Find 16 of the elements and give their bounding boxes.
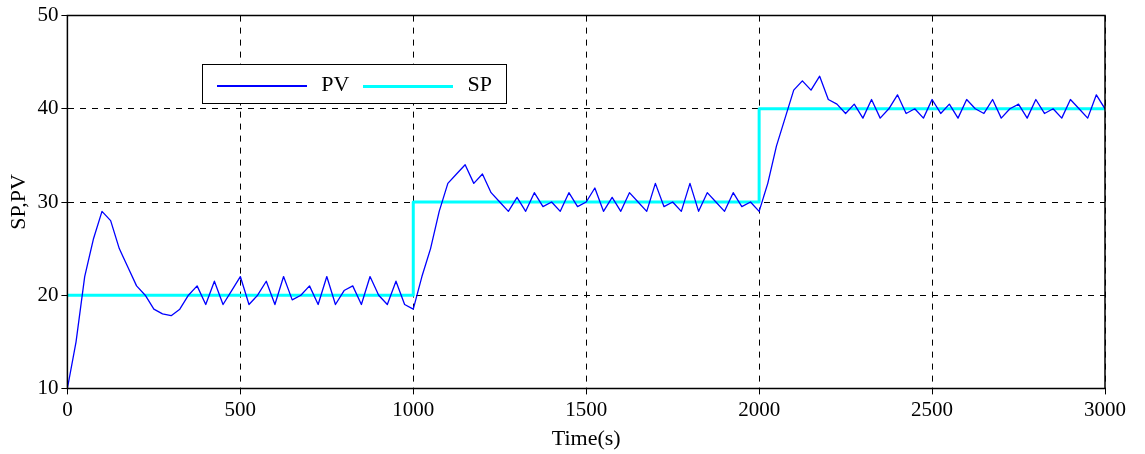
legend-label: PV [320, 71, 350, 98]
x-tick-label: 1500 [565, 396, 608, 421]
y-axis-title: SP,PV [4, 174, 30, 230]
y-tick-label: 50 [37, 2, 59, 27]
y-tick-label: 20 [37, 281, 59, 306]
y-tick-label: 10 [37, 374, 59, 399]
x-axis-title: Time(s) [551, 424, 621, 450]
x-tick-label: 2000 [738, 396, 781, 421]
x-tick-label: 2500 [911, 396, 954, 421]
x-tick-label: 0 [62, 396, 73, 421]
x-tick-label: 1000 [392, 396, 435, 421]
x-tick-label: 3000 [1084, 396, 1126, 421]
y-tick-label: 30 [37, 188, 59, 213]
legend-label: SP [466, 71, 492, 98]
y-tick-label: 40 [37, 95, 59, 120]
x-tick-label: 500 [224, 396, 257, 421]
